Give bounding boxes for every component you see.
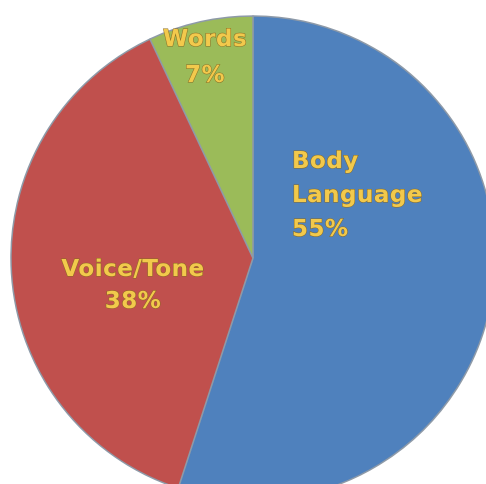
slice-name-label: Language — [292, 182, 423, 208]
voice-tone-slice — [10, 38, 254, 484]
slice-percent-label: 55% — [292, 216, 349, 242]
slice-name-label: Words — [163, 26, 247, 52]
slice-percent-label: 7% — [185, 62, 225, 88]
words-slice — [148, 15, 254, 259]
slice-name-label: Body — [292, 148, 359, 174]
body-language-label: Body Language 55% — [292, 148, 423, 242]
voice-tone-label: Voice/Tone 38% — [61, 256, 204, 314]
words-label: Words 7% — [163, 26, 247, 88]
body-language-slice — [178, 15, 486, 484]
slice-percent-label: 38% — [105, 288, 162, 314]
slice-name-label: Voice/Tone — [61, 256, 204, 282]
